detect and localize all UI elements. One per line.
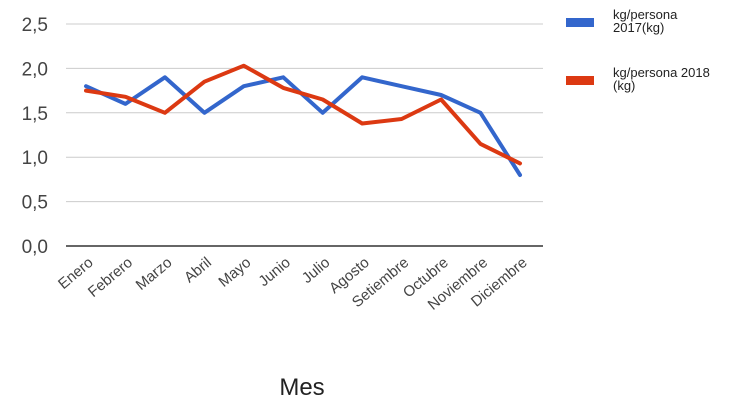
- y-tick-label: 2,5: [22, 15, 48, 36]
- legend-item: kg/persona 2018(kg): [566, 65, 710, 93]
- x-tick-label: Mayo: [215, 254, 254, 291]
- y-tick-label: 0,5: [22, 193, 48, 214]
- y-tick-label: 2,0: [22, 59, 48, 80]
- grid-layer: [66, 23, 543, 247]
- legend-label: kg/persona: [613, 7, 678, 22]
- x-tick-label: Abril: [181, 254, 215, 286]
- series-line-2: [84, 63, 522, 166]
- legend-label: (kg): [613, 78, 635, 93]
- x-tick-label: Febrero: [85, 254, 136, 301]
- legend-label: 2017(kg): [613, 20, 664, 35]
- y-axis-ticks: 0,0 0,5 1,0 1,5 2,0 2,5: [22, 15, 48, 258]
- y-tick-label: 1,5: [22, 104, 48, 125]
- legend-swatch: [566, 18, 594, 27]
- legend-label: kg/persona 2018: [613, 65, 710, 80]
- x-axis-title: Mes: [279, 374, 324, 401]
- series-layer: [84, 63, 522, 177]
- y-tick-label: 1,0: [22, 148, 48, 169]
- x-tick-label: Marzo: [133, 254, 176, 294]
- x-tick-label: Junio: [255, 254, 293, 290]
- y-tick-label: 0,0: [22, 237, 48, 258]
- legend-swatch: [566, 76, 594, 85]
